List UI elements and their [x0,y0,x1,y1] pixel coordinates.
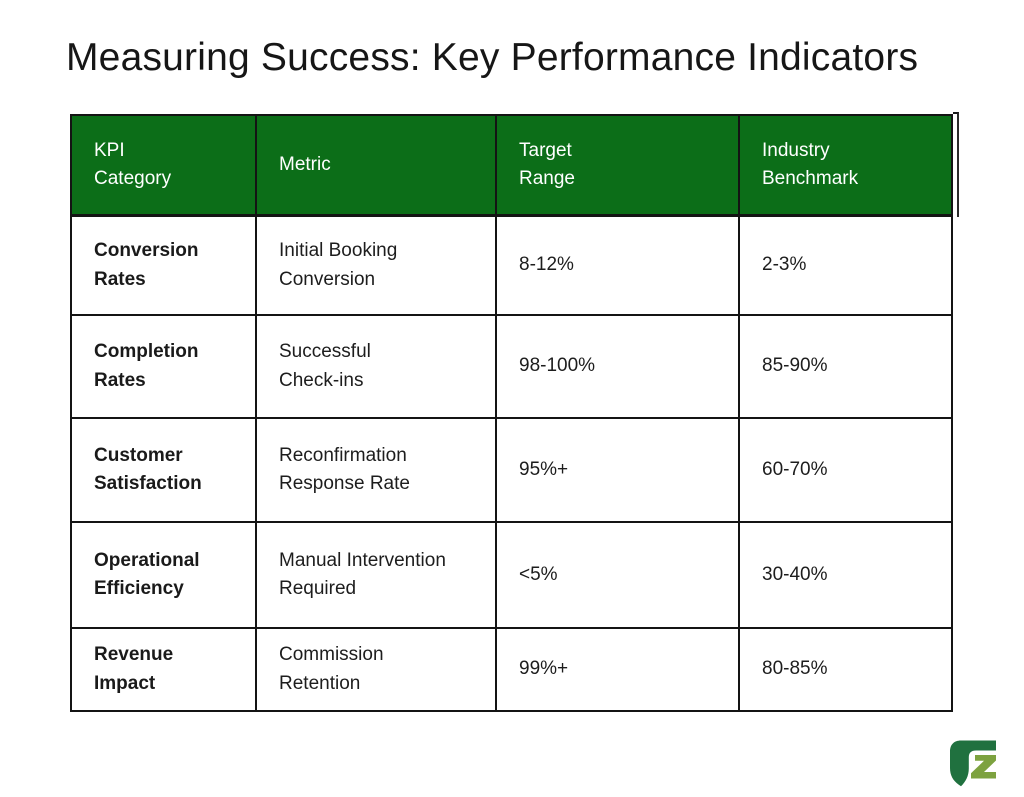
table-cell-metric: Manual Intervention Required [257,523,497,629]
column-header-industry-benchmark: Industry Benchmark [740,116,951,217]
table-cell-benchmark: 2-3% [740,217,951,316]
table-cell-target: <5% [497,523,740,629]
column-header-kpi-category: KPI Category [72,116,257,217]
table-cell-metric: Initial Booking Conversion [257,217,497,316]
table-cell-category: Completion Rates [72,316,257,419]
table-cell-metric: Successful Check-ins [257,316,497,419]
table-cell-target: 99%+ [497,629,740,710]
table-cell-category: Customer Satisfaction [72,419,257,523]
column-header-target-range: Target Range [497,116,740,217]
table-cell-benchmark: 85-90% [740,316,951,419]
table-cell-metric: Reconfirmation Response Rate [257,419,497,523]
table-cell-benchmark: 60-70% [740,419,951,523]
table-cell-metric: Commission Retention [257,629,497,710]
column-header-metric: Metric [257,116,497,217]
table-cell-benchmark: 80-85% [762,658,828,680]
table-cell-category: Conversion Rates [72,217,257,316]
brand-logo-icon [948,738,998,789]
page-title: Measuring Success: Key Performance Indic… [66,36,919,79]
table-cell-category: Revenue Impact [72,629,257,710]
table-cell-target: 8-12% [497,217,740,316]
kpi-table: KPI Category Metric Target Range Industr… [70,114,953,712]
table-cell-target: 95%+ [497,419,740,523]
table-cell-benchmark: 30-40% [740,523,951,629]
table-header-offset-outline [953,112,959,217]
table-cell-target: 98-100% [497,316,740,419]
table-cell-category: Operational Efficiency [72,523,257,629]
